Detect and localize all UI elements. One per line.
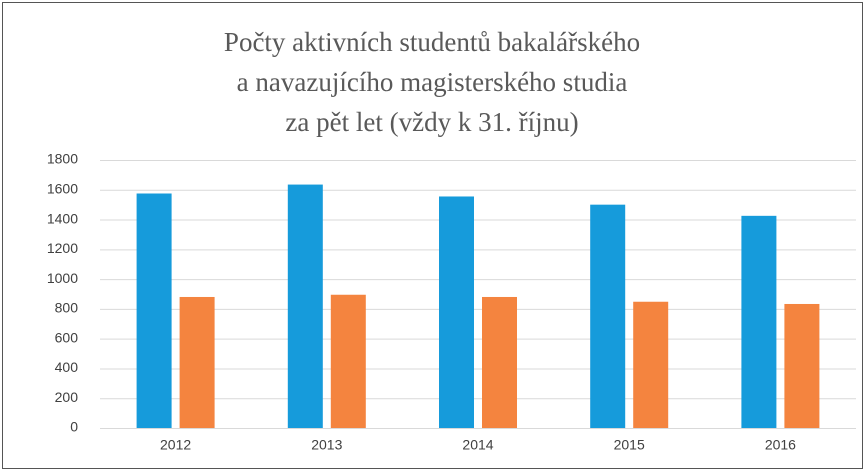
bar — [741, 215, 777, 428]
y-tick-label: 0 — [70, 419, 78, 435]
bar — [633, 301, 669, 428]
bar — [590, 204, 626, 428]
chart-title: za pět let (vždy k 31. říjnu) — [285, 107, 578, 137]
x-tick-label: 2014 — [462, 437, 493, 453]
bar — [179, 296, 215, 428]
x-tick-label: 2016 — [765, 437, 796, 453]
chart-title: a navazujícího magisterského studia — [237, 67, 628, 97]
x-tick-label: 2012 — [160, 437, 191, 453]
x-tick-label: 2013 — [311, 437, 342, 453]
bar — [439, 196, 474, 428]
y-tick-label: 1200 — [47, 240, 78, 256]
bar — [330, 294, 366, 428]
bar — [482, 296, 517, 428]
y-tick-label: 1600 — [47, 180, 78, 196]
y-tick-label: 400 — [55, 359, 79, 375]
chart-title: Počty aktivních studentů bakalářského — [224, 27, 640, 57]
y-tick-label: 1800 — [47, 151, 78, 167]
bar — [287, 184, 323, 428]
x-tick-label: 2015 — [614, 437, 645, 453]
bar — [136, 193, 172, 428]
y-tick-label: 600 — [55, 329, 79, 345]
bar — [784, 303, 820, 428]
y-tick-label: 1400 — [47, 210, 78, 226]
y-tick-label: 800 — [55, 300, 79, 316]
y-tick-label: 1000 — [47, 270, 78, 286]
y-tick-label: 200 — [55, 389, 79, 405]
